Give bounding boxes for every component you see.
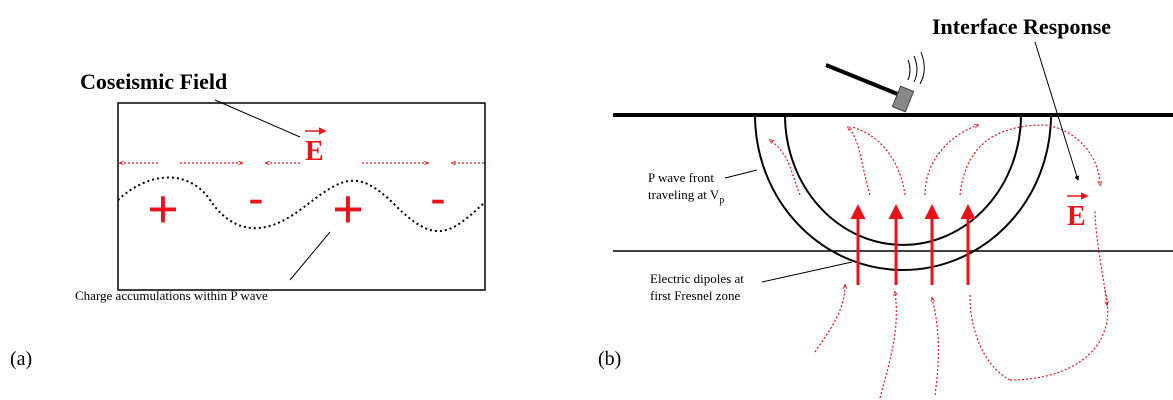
charge: + [332, 179, 364, 241]
field-symbol: E [305, 136, 324, 167]
charge: - [431, 173, 446, 222]
charge: - [249, 173, 264, 222]
impact-lines [907, 51, 925, 85]
panel-label: (a) [10, 348, 32, 370]
leader-line [214, 99, 301, 138]
wavefront-label: P wave front [648, 170, 714, 185]
subscript: p [719, 195, 724, 206]
panel-b: Interface Response E P wave front travel… [598, 14, 1173, 399]
leader-line [724, 169, 758, 179]
panel-label: (b) [598, 348, 621, 370]
dipoles [850, 204, 976, 285]
dipole-label: Electric dipoles at [650, 271, 744, 286]
wavefront-inner [784, 114, 1022, 246]
field-lines [770, 125, 1108, 399]
wavefront-label: traveling at Vp [648, 187, 724, 206]
leader-line [1034, 41, 1080, 181]
panel-title: Interface Response [932, 14, 1111, 39]
p-wave [117, 176, 486, 232]
charge: + [147, 179, 179, 241]
label-text: traveling at V [648, 187, 720, 202]
caption: Charge accumulations within P wave [75, 288, 268, 303]
hammer-head [891, 85, 915, 113]
panel-title: Coseismic Field [80, 69, 227, 94]
wavefront-outer [754, 114, 1052, 271]
dipole-label: first Fresnel zone [650, 288, 740, 303]
leader-line [289, 231, 331, 281]
hammer-handle [825, 63, 901, 97]
panel-a: Coseismic Field E + - + - Charge accumul… [10, 69, 486, 370]
frame [117, 102, 486, 291]
field-symbol: E [1067, 201, 1086, 232]
leader-line [761, 261, 853, 283]
